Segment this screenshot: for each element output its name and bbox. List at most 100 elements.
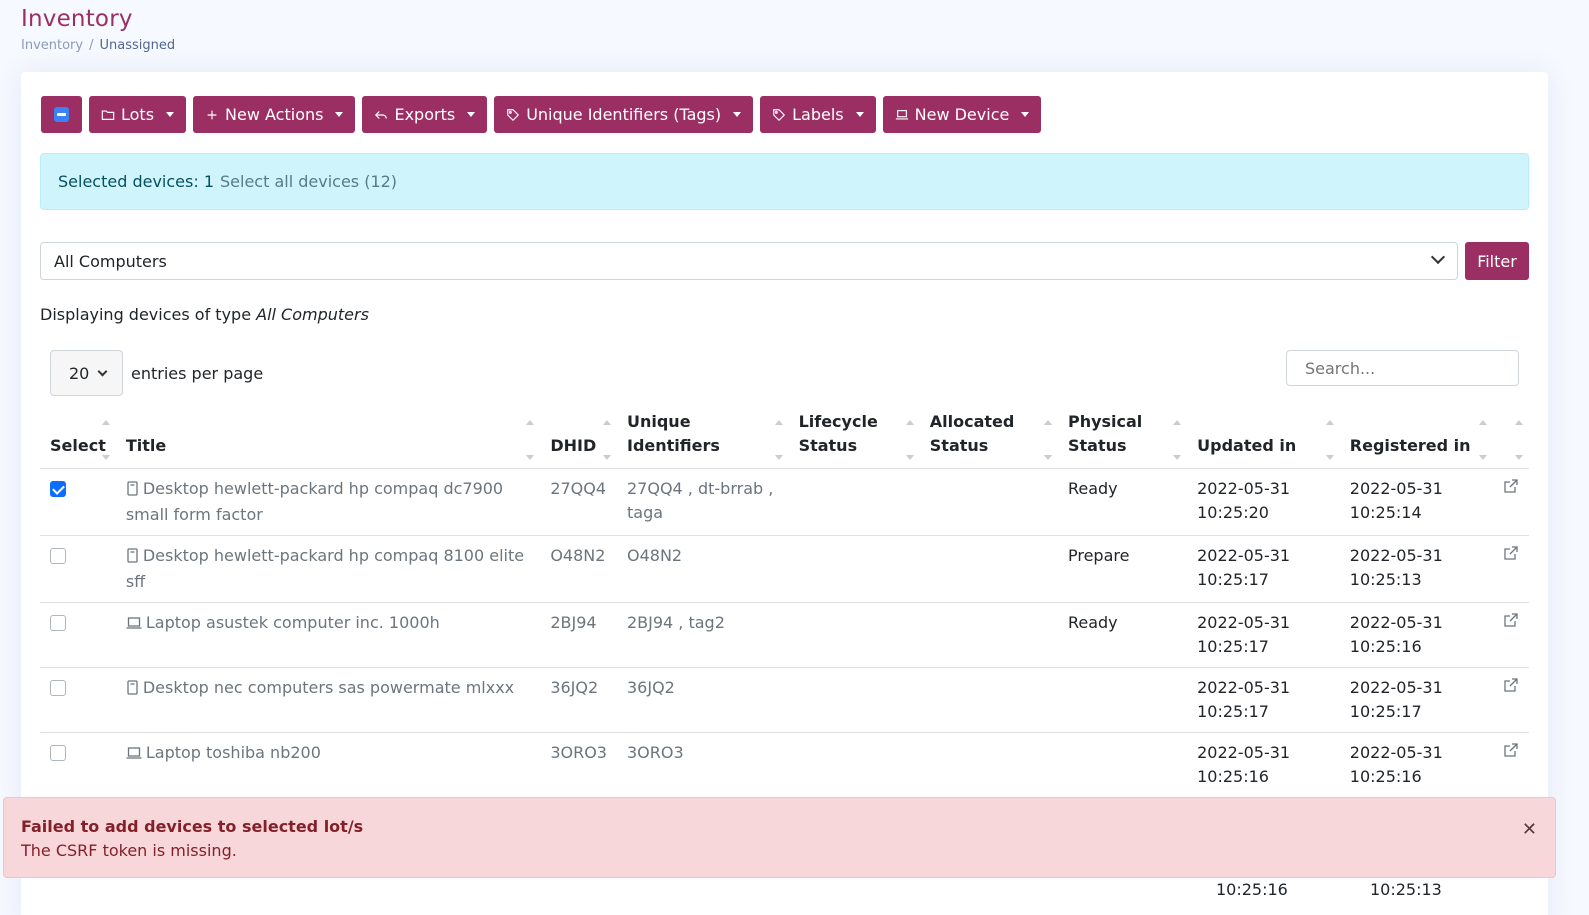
updated-time: 10:25:17 [1197, 636, 1269, 656]
row-physical-status: Ready [1057, 602, 1188, 668]
laptop-icon [126, 613, 142, 637]
col-title-label: Title [125, 435, 167, 455]
row-checkbox[interactable] [50, 547, 66, 564]
device-title-link[interactable]: Desktop hewlett-packard hp compaq dc7900… [125, 478, 504, 524]
row-registered-in: 2022-05-31 10:25:13 [1339, 535, 1493, 603]
row-actions-cell [1493, 602, 1529, 668]
col-registered-in[interactable]: Registered in [1339, 404, 1493, 469]
updated-date: 2022-05-31 [1197, 742, 1291, 762]
col-select[interactable]: Select [40, 404, 116, 469]
device-title-link[interactable]: Laptop asustek computer inc. 1000h [145, 612, 440, 632]
col-lifecycle-status[interactable]: Lifecycle Status [788, 404, 920, 469]
registered-date: 2022-05-31 [1349, 478, 1443, 498]
device-title-link[interactable]: Desktop hewlett-packard hp compaq 8100 e… [125, 545, 525, 591]
minus-checkbox-icon [54, 107, 69, 122]
registered-date: 2022-05-31 [1349, 677, 1443, 697]
desktop-icon [126, 546, 139, 570]
updated-time: 10:25:17 [1197, 701, 1269, 721]
filter-button[interactable]: Filter [1465, 242, 1529, 280]
close-icon[interactable]: ✕ [1521, 819, 1537, 840]
sort-icon [1479, 419, 1487, 460]
row-allocated-status [919, 602, 1058, 668]
row-select-cell [40, 667, 116, 733]
breadcrumb-inventory[interactable]: Inventory [21, 38, 84, 53]
registered-date: 2022-05-31 [1349, 545, 1443, 565]
new-actions-button[interactable]: New Actions [193, 96, 356, 133]
external-link-icon[interactable] [1503, 612, 1519, 632]
labels-label: Labels [792, 105, 844, 124]
row-registered-in: 2022-05-31 10:25:14 [1339, 468, 1493, 536]
external-link-icon[interactable] [1503, 545, 1519, 565]
updated-date: 2022-05-31 [1197, 677, 1291, 697]
row-unique-identifiers: 3ORO3 [616, 732, 789, 798]
reply-icon [375, 110, 388, 119]
error-title: Failed to add devices to selected lot/s [21, 817, 364, 836]
updated-date: 2022-05-31 [1197, 612, 1291, 632]
tag-icon [507, 108, 520, 121]
row-allocated-status [919, 535, 1058, 603]
row-physical-status [1057, 667, 1188, 733]
error-alert: Failed to add devices to selected lot/s … [3, 797, 1556, 878]
breadcrumb-separator: / [89, 38, 94, 53]
deselect-all-button[interactable] [41, 96, 82, 133]
row-checkbox[interactable] [50, 744, 66, 761]
chevron-down-icon [97, 366, 108, 377]
row-lifecycle-status [788, 535, 920, 603]
device-title-link[interactable]: Laptop toshiba nb200 [145, 742, 321, 762]
selection-info-alert: Selected devices: 1 Select all devices (… [40, 153, 1529, 210]
row-actions-cell [1493, 468, 1529, 536]
col-physical-status[interactable]: Physical Status [1057, 404, 1188, 469]
row-checkbox[interactable] [50, 679, 66, 696]
col-title[interactable]: Title [115, 404, 541, 469]
updated-time: 10:25:17 [1197, 569, 1269, 589]
external-link-icon[interactable] [1503, 742, 1519, 762]
updated-date: 2022-05-31 [1197, 545, 1291, 565]
lots-button[interactable]: Lots [89, 96, 187, 133]
row-registered-in: 2022-05-31 10:25:17 [1339, 667, 1493, 733]
caret-down-icon [166, 112, 175, 117]
row-updated-in: 2022-05-31 10:25:20 [1187, 468, 1340, 536]
chevron-down-icon [1430, 249, 1446, 265]
row-checkbox[interactable] [50, 480, 66, 497]
per-page-label: entries per page [131, 363, 264, 383]
row-lifecycle-status [788, 468, 920, 536]
row-unique-identifiers: 2BJ94 , tag2 [616, 602, 789, 668]
device-title-link[interactable]: Desktop nec computers sas powermate mlxx… [142, 677, 515, 697]
error-message: The CSRF token is missing. [21, 841, 237, 860]
new-device-button[interactable]: New Device [882, 96, 1042, 133]
row-dhid: 2BJ94 [540, 602, 617, 668]
labels-button[interactable]: Labels [760, 96, 876, 133]
row-updated-in: 2022-05-31 10:25:16 [1187, 732, 1340, 798]
plus-icon [207, 110, 217, 119]
laptop-icon [126, 743, 142, 767]
table-row: Laptop toshiba nb200 3ORO3 3ORO3 2022-05-31… [40, 732, 1529, 798]
sort-icon [101, 419, 110, 460]
caret-down-icon [335, 112, 344, 117]
col-allocated-status[interactable]: Allocated Status [919, 404, 1058, 469]
per-page-select[interactable]: 20 [50, 350, 123, 396]
row-lifecycle-status [788, 667, 920, 733]
unique-identifiers-button[interactable]: Unique Identifiers (Tags) [494, 96, 754, 133]
external-link-icon[interactable] [1503, 677, 1519, 697]
registered-time: 10:25:14 [1349, 502, 1422, 522]
sort-icon [602, 419, 611, 460]
col-actions[interactable] [1493, 404, 1529, 469]
inventory-card: Lots New Actions Exports Unique Identifi… [21, 72, 1548, 915]
select-all-link[interactable]: Select all devices (12) [220, 172, 398, 191]
sort-icon [1173, 419, 1182, 460]
sort-icon [905, 419, 914, 460]
exports-button[interactable]: Exports [362, 96, 488, 133]
partial-row-updated: 10:25:16 [1216, 880, 1288, 899]
row-select-cell [40, 602, 116, 668]
col-dhid[interactable]: DHID [540, 404, 617, 469]
col-updated-label: Updated in [1197, 435, 1297, 455]
device-type-select[interactable]: All Computers [40, 242, 1458, 280]
row-checkbox[interactable] [50, 614, 66, 631]
col-unique-identifiers[interactable]: Unique Identifiers [616, 404, 789, 469]
device-type-value: All Computers [54, 251, 167, 271]
col-updated-in[interactable]: Updated in [1187, 404, 1340, 469]
external-link-icon[interactable] [1503, 478, 1519, 498]
row-physical-status: Ready [1057, 468, 1188, 536]
search-input[interactable] [1286, 350, 1519, 386]
row-physical-status [1057, 732, 1188, 798]
